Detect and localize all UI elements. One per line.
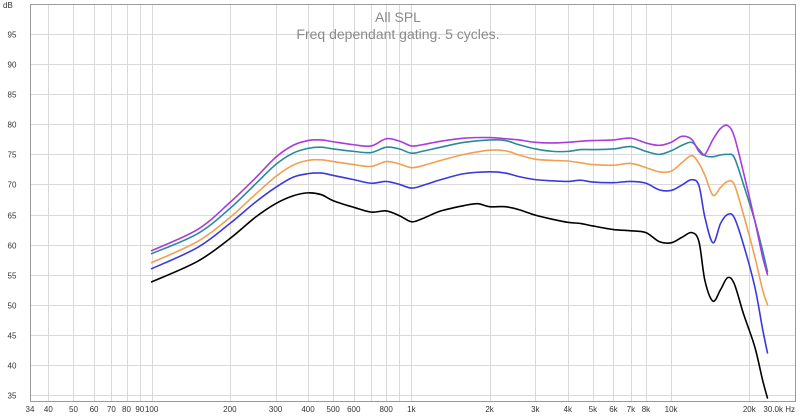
x-tick-label: 6k [609, 405, 618, 414]
x-tick-label: 7k [627, 405, 636, 414]
x-tick-label: 40 [44, 405, 53, 414]
y-tick-label: 35 [8, 392, 17, 401]
y-tick-label: 85 [8, 91, 17, 100]
y-tick-label: 95 [8, 31, 17, 40]
x-tick-label: 1k [407, 405, 416, 414]
y-tick-label: 45 [8, 332, 17, 341]
series-lines [150, 124, 769, 399]
y-tick-label: 65 [8, 212, 17, 221]
y-tick-label: 90 [8, 61, 17, 70]
x-tick-label: 30.0k Hz [763, 405, 795, 414]
series-line-1 [150, 192, 769, 399]
x-tick-label: 3k [531, 405, 540, 414]
x-tick-label: 400 [301, 405, 315, 414]
x-tick-label: 200 [223, 405, 237, 414]
y-tick-label: 55 [8, 272, 17, 281]
y-tick-label: 50 [8, 302, 17, 311]
x-tick-labels: 34 40 50 60 70 80 90 100 200 300 400 500 600 800 1k 2k 3… [26, 405, 795, 414]
x-tick-label: 600 [347, 405, 361, 414]
x-tick-label: 80 [122, 405, 131, 414]
x-tick-label: 20k [743, 405, 757, 414]
x-grid [48, 4, 750, 401]
y-unit-label: dB [3, 1, 13, 10]
series-line-2 [150, 171, 769, 354]
x-tick-label: 70 [107, 405, 116, 414]
x-tick-label: 60 [90, 405, 99, 414]
x-tick-label: 10k [665, 405, 679, 414]
x-tick-label: 2k [485, 405, 494, 414]
y-tick-label: 80 [8, 121, 17, 130]
x-tick-label: 500 [327, 405, 341, 414]
y-tick-label: 75 [8, 151, 17, 160]
series-line-4 [150, 138, 769, 273]
x-tick-label: 300 [269, 405, 283, 414]
x-tick-label: 100 [145, 405, 159, 414]
plot-frame [30, 4, 796, 402]
x-tick-label: 50 [69, 405, 78, 414]
x-tick-label: 4k [564, 405, 573, 414]
x-tick-label: 8k [642, 405, 651, 414]
x-tick-label: 800 [380, 405, 394, 414]
y-grid [30, 34, 795, 396]
y-tick-label: 40 [8, 362, 17, 371]
x-tick-label: 34 [26, 405, 35, 414]
y-tick-label: 60 [8, 242, 17, 251]
x-tick-label: 90 [135, 405, 144, 414]
y-tick-label: 70 [8, 181, 17, 190]
series-line-5 [150, 124, 769, 276]
chart-subtitle: Freq dependant gating. 5 cycles. [296, 26, 499, 42]
chart-title: All SPL [375, 9, 421, 25]
series-line-3 [150, 149, 769, 306]
x-tick-label: 5k [589, 405, 598, 414]
y-tick-labels: 35 40 45 50 55 60 65 70 75 80 85 90 95 [8, 31, 17, 401]
